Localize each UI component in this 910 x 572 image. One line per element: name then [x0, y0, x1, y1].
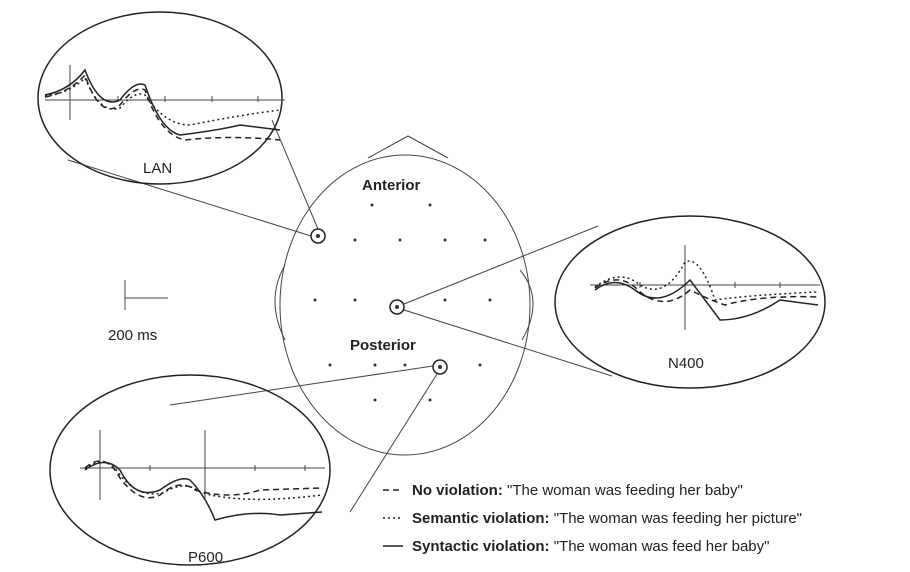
- left-ear: [274, 264, 286, 341]
- legend-name: Semantic violation:: [412, 510, 550, 527]
- legend-text: "The woman was feeding her picture": [554, 510, 802, 527]
- axes: [80, 430, 325, 500]
- trace-semantic: [594, 260, 819, 301]
- connector-n400: [403, 225, 613, 377]
- anterior-label: Anterior: [362, 177, 421, 194]
- trace-semantic: [44, 76, 281, 126]
- connector-p600: [169, 365, 438, 513]
- trace-none: [594, 279, 819, 306]
- inset-n400: [554, 215, 826, 389]
- electrode-p600: [432, 359, 448, 375]
- trace-syntactic: [44, 68, 281, 136]
- electrodes: [313, 203, 492, 402]
- trace-syntactic: [84, 461, 323, 521]
- inset-label: LAN: [143, 160, 172, 177]
- posterior-label: Posterior: [350, 337, 416, 354]
- connector-lan: [67, 119, 319, 237]
- scale-bar: [124, 280, 168, 310]
- legend: No violation: "The woman was feeding her…: [383, 482, 802, 555]
- trace-none: [44, 73, 281, 141]
- inset-lan: [37, 11, 283, 185]
- legend-name: Syntactic violation:: [412, 538, 550, 555]
- legend-entry: No violation: "The woman was feeding her…: [412, 482, 743, 499]
- nose: [367, 135, 449, 159]
- legend-name: No violation:: [412, 482, 503, 499]
- legend-entry: Semantic violation: "The woman was feedi…: [412, 510, 802, 527]
- scale-label: 200 ms: [108, 327, 157, 344]
- legend-text: "The woman was feeding her baby": [507, 482, 743, 499]
- trace-semantic: [84, 461, 323, 501]
- inset-label: P600: [188, 549, 223, 566]
- right-ear: [519, 269, 534, 341]
- trace-none: [84, 460, 323, 499]
- legend-text: "The woman was feed her baby": [554, 538, 770, 555]
- axes: [45, 65, 285, 120]
- trace-syntactic: [594, 278, 819, 321]
- inset-label: N400: [668, 355, 704, 372]
- electrode-n400: [389, 299, 405, 315]
- axes: [590, 245, 820, 330]
- legend-entry: Syntactic violation: "The woman was feed…: [412, 538, 769, 555]
- inset-p600: [49, 374, 331, 566]
- head: [279, 154, 531, 456]
